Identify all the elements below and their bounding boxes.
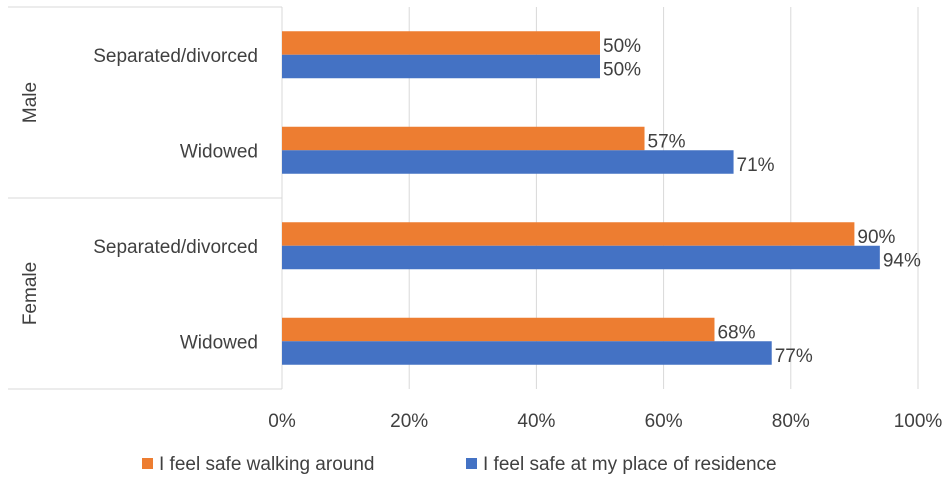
data-label: 77%	[775, 346, 813, 367]
category-label: Widowed	[180, 141, 258, 162]
group-label: Male	[20, 82, 41, 123]
bar	[282, 31, 600, 55]
x-tick-label: 80%	[772, 411, 810, 432]
bar	[282, 222, 855, 246]
x-tick-label: 60%	[645, 411, 683, 432]
bar	[282, 126, 645, 151]
data-label: 50%	[603, 59, 641, 80]
bar	[282, 245, 880, 270]
x-tick-label: 0%	[268, 411, 296, 432]
category-label: Separated/divorced	[93, 237, 258, 258]
x-tick-label: 40%	[517, 411, 555, 432]
legend-label: I feel safe walking around	[159, 454, 374, 475]
x-tick-label: 20%	[390, 411, 428, 432]
data-label: 57%	[648, 131, 686, 152]
bar	[282, 54, 600, 79]
legend: I feel safe walking around I feel safe at…	[142, 454, 777, 475]
data-label: 68%	[717, 322, 755, 343]
group-label: Female	[20, 262, 41, 325]
legend-label: I feel safe at my place of residence	[483, 454, 777, 475]
group-labels: Male Female	[20, 82, 41, 325]
category-label: Widowed	[180, 332, 258, 353]
category-labels: Separated/divorced Widowed Separated/divor…	[93, 46, 258, 354]
x-tick-label: 100%	[894, 411, 943, 432]
legend-swatch	[466, 458, 477, 469]
bar	[282, 150, 734, 174]
legend-swatch	[142, 458, 153, 469]
bar	[282, 317, 715, 342]
x-tick-labels: 0% 20% 40% 60% 80% 100%	[268, 411, 942, 432]
data-labels: 50%50% 57% 71% 90%94% 68% 77%	[603, 36, 921, 367]
data-label: 71%	[737, 155, 775, 176]
category-label: Separated/divorced	[93, 46, 258, 67]
data-label: 90%	[857, 227, 895, 248]
bar	[282, 341, 772, 365]
data-label: 94%	[883, 250, 921, 271]
data-label: 50%	[603, 36, 641, 57]
bars	[282, 31, 880, 365]
